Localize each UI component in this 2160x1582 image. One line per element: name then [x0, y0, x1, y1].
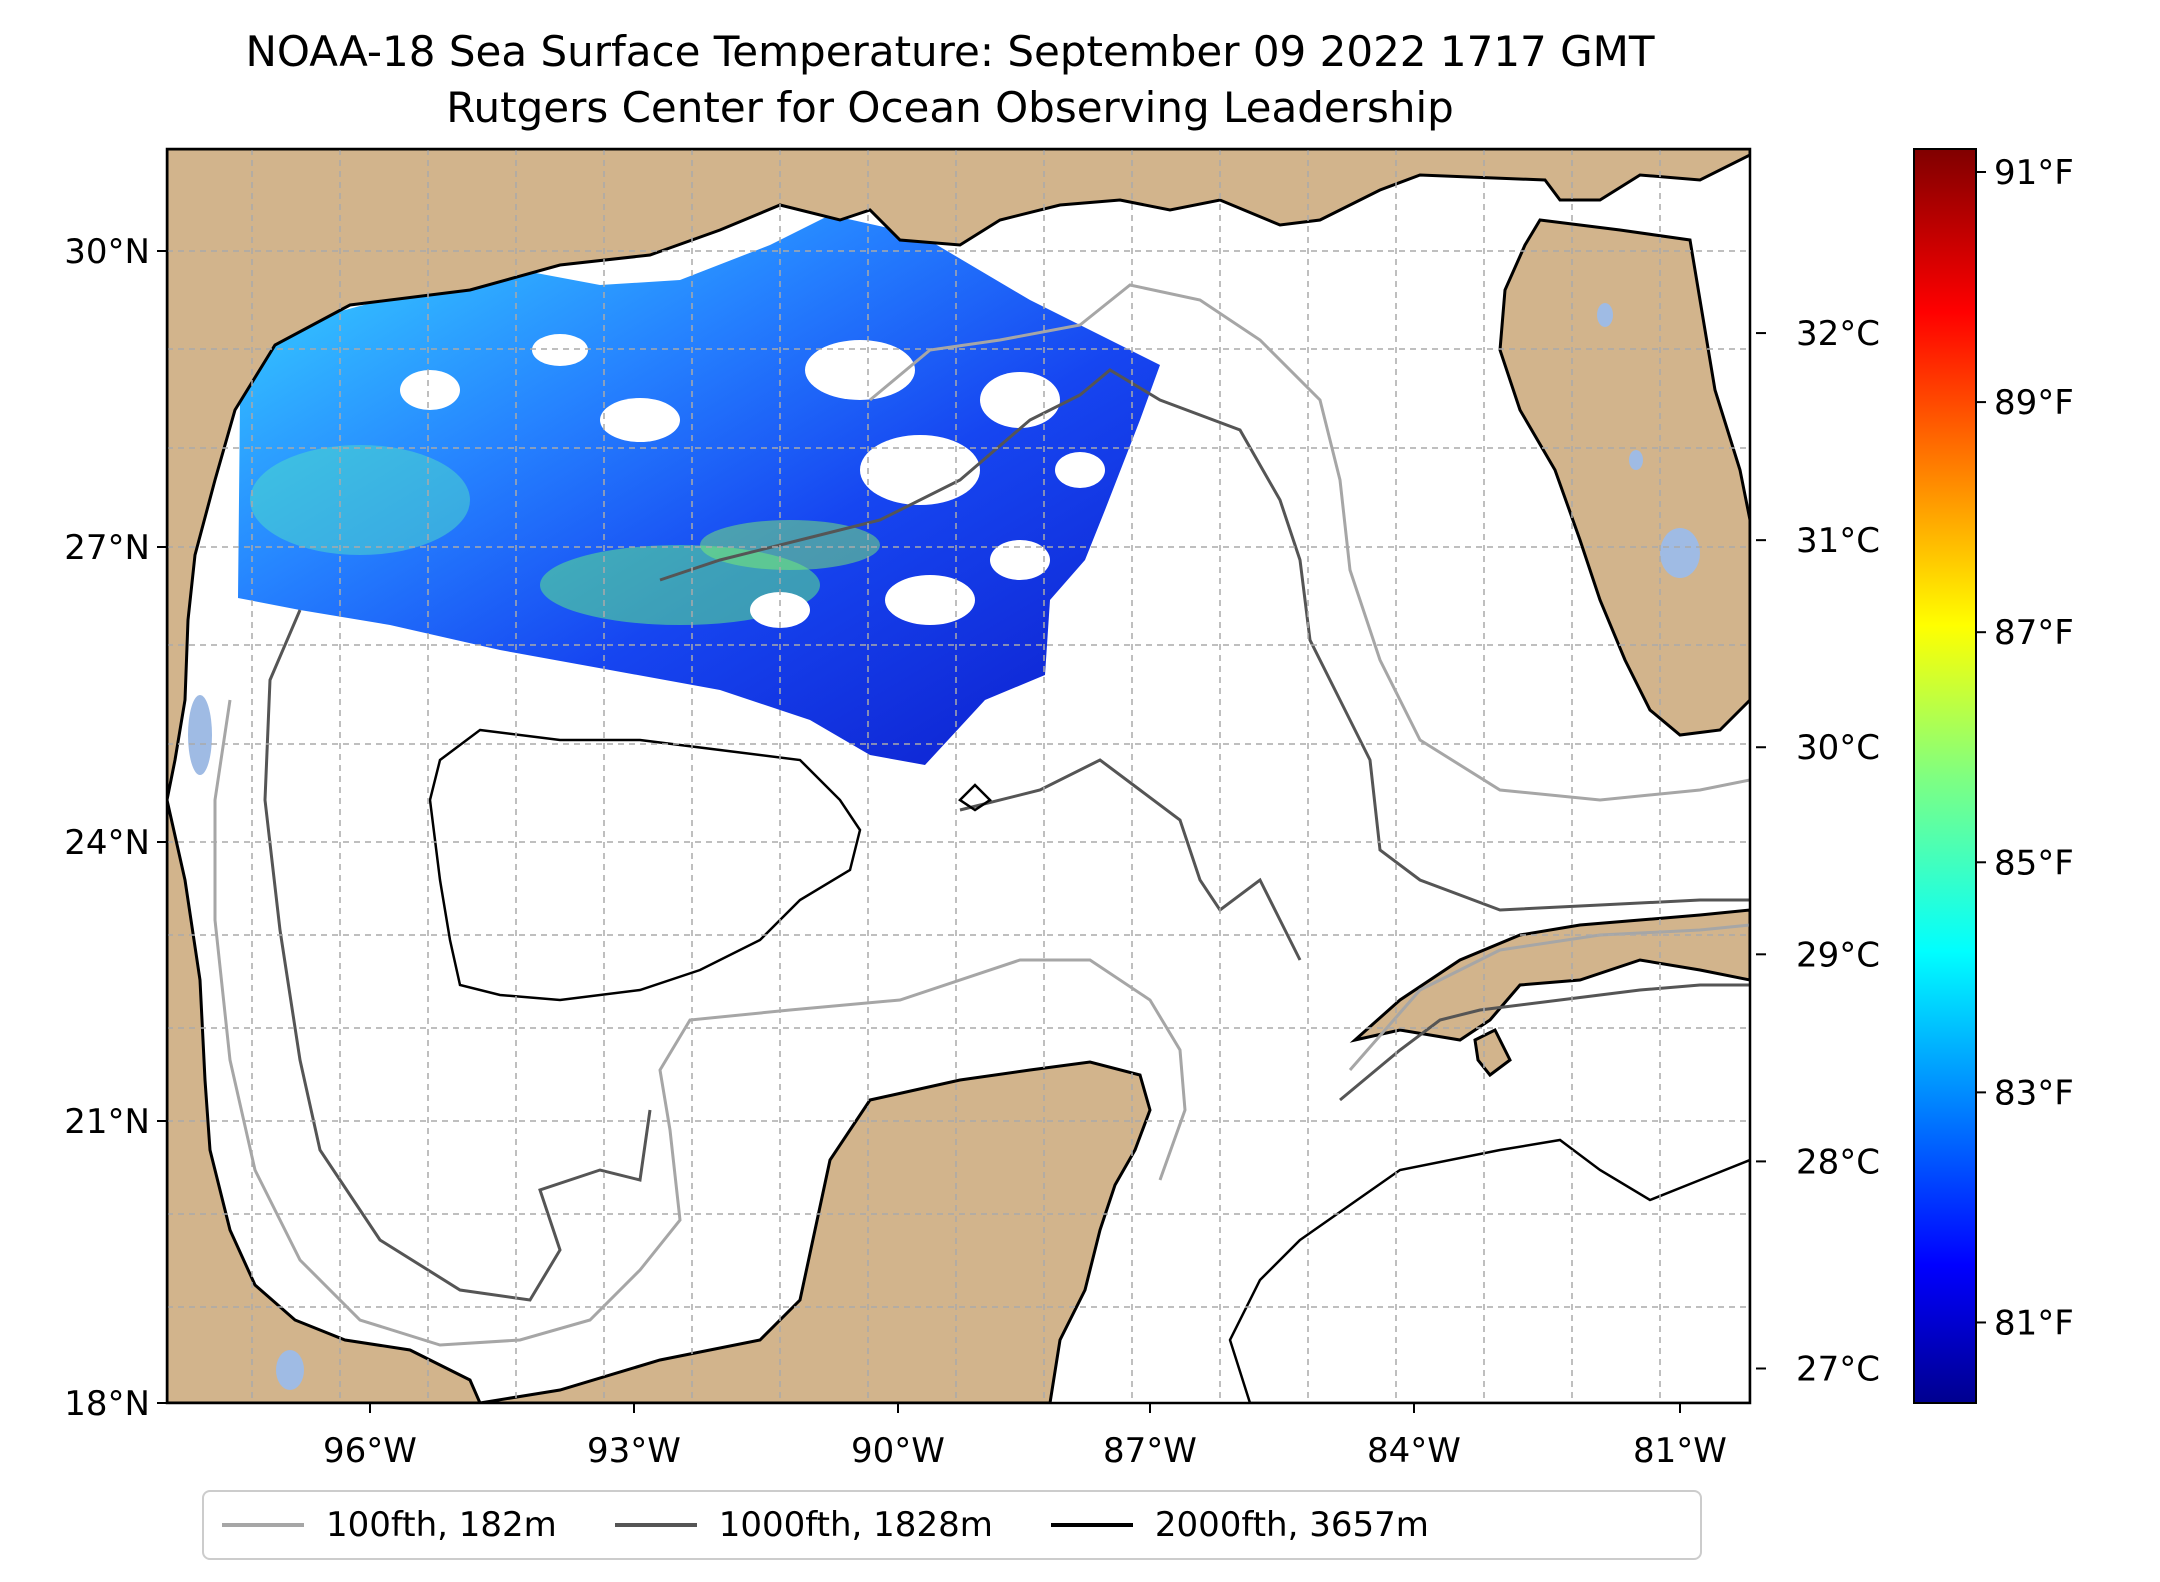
gridlines: [167, 149, 1750, 1403]
colorbar-f-label: 83°F: [1994, 1073, 2074, 1113]
lat-label: 24°N: [64, 823, 150, 863]
lon-label: 93°W: [587, 1431, 681, 1471]
legend-label: 100fth, 182m: [326, 1505, 557, 1545]
legend-item-100fth: 100fth, 182m: [222, 1505, 557, 1545]
lat-label: 21°N: [64, 1102, 150, 1142]
colorbar-f-label: 87°F: [1994, 613, 2074, 653]
chart-title: NOAA-18 Sea Surface Temperature: Septemb…: [245, 27, 1655, 76]
legend-item-2000fth: 2000fth, 3657m: [1050, 1505, 1429, 1545]
axis-ticks: [157, 250, 1681, 1413]
colorbar-c-label: 27°C: [1796, 1349, 1880, 1389]
lon-label: 96°W: [323, 1431, 417, 1471]
sst-map: 30°N 27°N 24°N 21°N 18°N 96°W 93°W 90°W …: [64, 147, 1752, 1471]
map-frame: [165, 147, 1752, 1405]
colorbar-gradient: [1913, 148, 1977, 1404]
lat-label: 18°N: [64, 1384, 150, 1424]
legend-label: 1000fth, 1828m: [718, 1505, 993, 1545]
lat-label: 30°N: [64, 232, 150, 272]
legend-item-1000fth: 1000fth, 1828m: [614, 1505, 993, 1545]
colorbar-f-label: 81°F: [1994, 1303, 2074, 1343]
legend-line-2000fth: [1050, 1523, 1133, 1527]
colorbar-f-label: 91°F: [1994, 153, 2074, 193]
isobath-2000fth: [428, 728, 1750, 1403]
lon-label: 84°W: [1367, 1431, 1461, 1471]
colorbar-f-label: 89°F: [1994, 383, 2074, 423]
sst-swath: [238, 215, 1160, 765]
lakes: [188, 303, 1700, 1390]
isobath-1000fth: [263, 368, 1750, 1302]
lat-label: 27°N: [64, 528, 150, 568]
colorbar-c-label: 30°C: [1796, 728, 1880, 768]
colorbar-f-label: 85°F: [1994, 843, 2074, 883]
colorbar-c-label: 31°C: [1796, 521, 1880, 561]
colorbar: 91°F 89°F 87°F 85°F 83°F 81°F 32°C 31°C 30°C 29°C…: [1756, 148, 2074, 1404]
lon-label: 90°W: [851, 1431, 945, 1471]
lon-label: 87°W: [1103, 1431, 1197, 1471]
legend-line-1000fth: [614, 1523, 697, 1527]
colorbar-c-label: 28°C: [1796, 1142, 1880, 1182]
lon-label: 81°W: [1633, 1431, 1727, 1471]
legend-line-100fth: [222, 1523, 304, 1527]
colorbar-c-label: 29°C: [1796, 935, 1880, 975]
isobath-legend: 100fth, 182m 1000fth, 1828m 2000fth, 365…: [202, 1490, 1702, 1560]
colorbar-c-label: 32°C: [1796, 314, 1880, 354]
legend-label: 2000fth, 3657m: [1154, 1505, 1429, 1545]
chart-subtitle: Rutgers Center for Ocean Observing Leade…: [446, 83, 1454, 132]
isobath-100fth: [213, 283, 1750, 1347]
